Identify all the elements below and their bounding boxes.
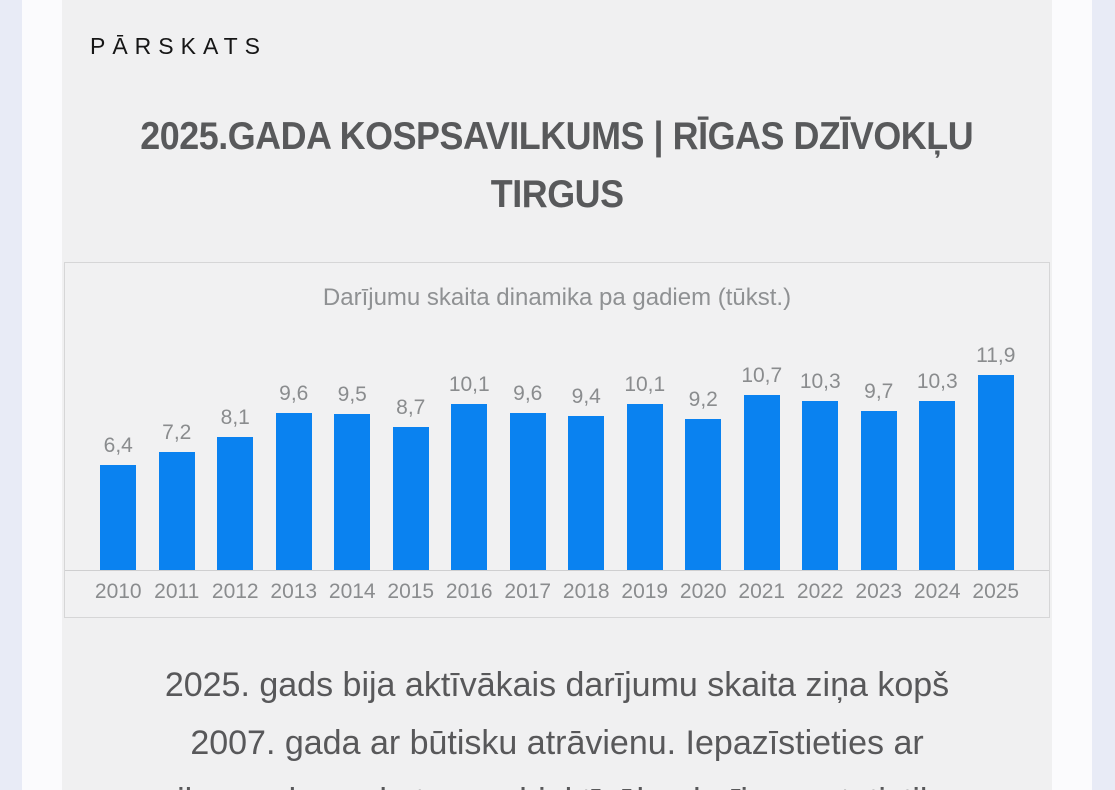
bar-value-label: 10,1 [448, 373, 490, 396]
bar-column: 7,2 [148, 331, 207, 570]
bar [977, 375, 1014, 570]
bar-column: 8,1 [206, 331, 265, 570]
bar [158, 452, 195, 570]
bar [217, 437, 254, 570]
bar-column: 9,6 [499, 331, 558, 570]
bar-value-label: 9,4 [571, 385, 601, 408]
bar-value-label: 9,7 [864, 380, 894, 403]
x-axis-tick-label: 2016 [445, 580, 493, 603]
page-title: 2025.GADA KOSPSAVILKUMS | RĪGAS DZĪVOKĻU… [62, 108, 1052, 224]
bar-value-label: 9,6 [279, 382, 309, 405]
bar-column: 11,9 [967, 331, 1026, 570]
x-axis-tick-label: 2010 [94, 580, 142, 603]
bar-value-label: 9,6 [513, 382, 543, 405]
bar-value-label: 10,1 [624, 373, 666, 396]
bar-column: 10,7 [733, 331, 792, 570]
x-axis-tick-label: 2024 [913, 580, 961, 603]
bar [451, 404, 488, 570]
page-background: PĀRSKATS 2025.GADA KOSPSAVILKUMS | RĪGAS… [22, 0, 1092, 790]
bar-value-label: 7,2 [162, 421, 192, 444]
page-title-line-2: TIRGUS [490, 173, 624, 216]
bar-column: 10,3 [791, 331, 850, 570]
x-axis-tick-label: 2019 [621, 580, 669, 603]
bar [919, 401, 956, 570]
x-axis-tick-label: 2020 [679, 580, 727, 603]
bar-column: 9,5 [323, 331, 382, 570]
bar-value-label: 10,3 [916, 370, 958, 393]
x-axis-tick-label: 2021 [738, 580, 786, 603]
paragraph-line-3: pilno gada apskatu un objektīvāko darīju… [158, 782, 956, 790]
x-axis-tick-label: 2018 [562, 580, 610, 603]
paragraph-line-2: 2007. gada ar būtisku atrāvienu. Iepazīs… [190, 724, 924, 762]
bar-value-label: 9,2 [688, 388, 718, 411]
bar-column: 8,7 [382, 331, 441, 570]
bar-value-label: 6,4 [103, 434, 133, 457]
bar [334, 414, 371, 570]
bar [392, 427, 429, 570]
x-axis-tick-label: 2025 [972, 580, 1020, 603]
bar-value-label: 10,3 [799, 370, 841, 393]
x-axis-tick-label: 2015 [387, 580, 435, 603]
x-axis-tick-label: 2017 [504, 580, 552, 603]
kicker-label: PĀRSKATS [90, 33, 267, 59]
bar [568, 416, 605, 570]
bar-column: 10,1 [440, 331, 499, 570]
bar-column: 9,2 [674, 331, 733, 570]
bar-column: 10,1 [616, 331, 675, 570]
bar [275, 413, 312, 570]
bar-column: 9,4 [557, 331, 616, 570]
bar-value-label: 10,7 [741, 364, 783, 387]
x-axis-tick-label: 2022 [796, 580, 844, 603]
bar-column: 6,4 [89, 331, 148, 570]
article-card: PĀRSKATS 2025.GADA KOSPSAVILKUMS | RĪGAS… [62, 0, 1052, 790]
bar [685, 419, 722, 570]
bar-column: 9,7 [850, 331, 909, 570]
bar-value-label: 8,1 [220, 406, 250, 429]
bar-column: 10,3 [908, 331, 967, 570]
bar-column: 9,6 [265, 331, 324, 570]
bar [509, 413, 546, 570]
page-title-line-1: 2025.GADA KOSPSAVILKUMS | RĪGAS DZĪVOKĻU [140, 115, 974, 158]
bar-value-label: 8,7 [396, 396, 426, 419]
bar [626, 404, 663, 570]
bar-value-label: 9,5 [337, 383, 367, 406]
article-paragraph: 2025. gads bija aktīvākais darījumu skai… [62, 656, 1052, 790]
x-axis-tick-label: 2011 [154, 580, 200, 603]
chart-title: Darījumu skaita dinamika pa gadiem (tūks… [322, 284, 792, 311]
bar-chart-panel: Darījumu skaita dinamika pa gadiem (tūks… [64, 262, 1050, 618]
x-axis-tick-label: 2013 [270, 580, 318, 603]
bar [100, 465, 137, 570]
years-row: 2010 2011 2012 2013 2014 2015 2016 2017 2018 2019… [65, 571, 1049, 617]
x-axis-tick-label: 2023 [855, 580, 903, 603]
x-axis-tick-label: 2012 [211, 580, 259, 603]
bar-value-label: 11,9 [976, 344, 1016, 367]
bar [743, 395, 780, 570]
bar [802, 401, 839, 570]
bars-row: 6,4 7,2 8,1 9,6 9,5 8,7 10,1 9,6 9,4 10,1 9,2 10,7 1… [65, 331, 1049, 571]
bar [860, 411, 897, 570]
paragraph-line-1: 2025. gads bija aktīvākais darījumu skai… [164, 666, 950, 704]
x-axis-tick-label: 2014 [328, 580, 376, 603]
